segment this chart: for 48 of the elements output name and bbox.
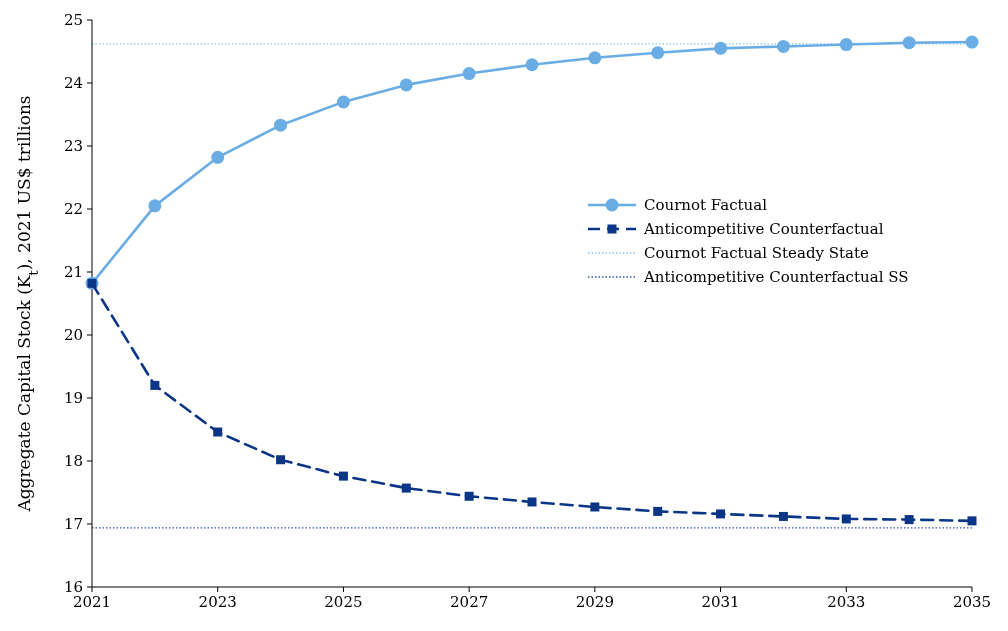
point — [716, 509, 726, 519]
point — [525, 58, 539, 72]
y-tick-label: 23 — [63, 137, 83, 156]
y-tick-label: 21 — [63, 263, 83, 282]
legend-label: Cournot Factual Steady State — [644, 244, 869, 263]
point — [904, 515, 914, 525]
point — [148, 199, 162, 213]
point — [462, 67, 476, 81]
point — [338, 471, 348, 481]
point — [590, 502, 600, 512]
x-tick-label: 2033 — [827, 593, 866, 611]
x-tick-label: 2031 — [701, 593, 740, 611]
y-tick-label: 24 — [63, 74, 83, 93]
x-tick-label: 2035 — [952, 593, 992, 611]
point — [336, 95, 350, 109]
point — [967, 516, 977, 526]
point — [276, 455, 286, 465]
y-tick-label: 18 — [63, 452, 83, 471]
point — [839, 38, 853, 52]
point — [401, 483, 411, 493]
point — [776, 39, 790, 53]
legend-label: Anticompetitive Counterfactual SS — [643, 268, 909, 287]
point — [274, 118, 288, 132]
y-tick-label: 20 — [63, 326, 83, 345]
point — [464, 491, 474, 501]
y-tick-label: 22 — [63, 200, 83, 219]
point — [965, 35, 979, 49]
y-tick-label: 25 — [63, 11, 83, 30]
point — [588, 51, 602, 65]
x-tick-label: 2027 — [450, 593, 489, 611]
point — [841, 514, 851, 524]
point — [714, 41, 728, 55]
point — [211, 150, 225, 164]
legend-label: Anticompetitive Counterfactual — [643, 220, 884, 239]
x-tick-label: 2029 — [575, 593, 614, 611]
x-tick-label: 2025 — [324, 593, 363, 611]
y-tick-label: 19 — [63, 389, 83, 408]
x-tick-label: 2023 — [198, 593, 237, 611]
point — [651, 46, 665, 60]
y-tick-label: 17 — [63, 515, 83, 534]
legend-label: Cournot Factual — [644, 196, 768, 215]
point — [150, 380, 160, 390]
point — [778, 511, 788, 521]
point — [653, 506, 663, 516]
point — [902, 36, 916, 50]
point — [527, 497, 537, 507]
point — [213, 427, 223, 437]
point — [399, 78, 413, 92]
